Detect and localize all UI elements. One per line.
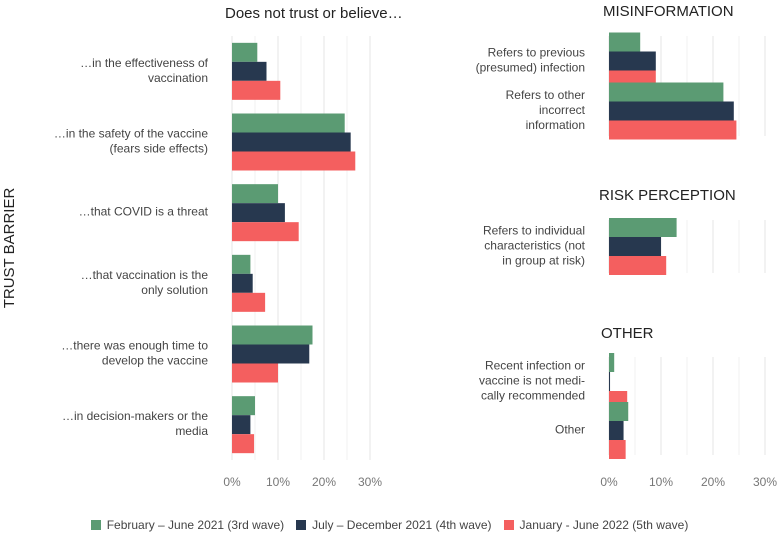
bar-1 [232,113,345,133]
bar-2 [609,421,624,440]
bar-2 [609,51,656,71]
tick-label: 30% [753,475,777,489]
panel-3: RISK PERCEPTION Refers to individual chara… [483,187,766,275]
bar-2 [232,61,267,81]
legend: February – June 2021 (3rd wave) July – De… [0,518,779,532]
bar-1 [609,218,677,237]
legend-item: February – June 2021 (3rd wave) [90,518,285,532]
bar-2 [232,273,253,293]
panel-2: MISINFORMATION Refers to previous (presume… [476,3,766,140]
bar-1 [609,353,615,372]
panel-1: Does not trust or believe… …in the effect… [54,5,403,489]
legend-swatch [296,520,307,530]
tick-label: 10% [266,475,290,489]
bar-1 [232,325,313,345]
category-label: …that vaccination is the only solution [81,268,209,297]
bar-3 [232,222,299,242]
bar-2 [609,237,661,256]
category-label: …in decision-makers or the media [62,409,208,438]
tick-label: 20% [312,475,336,489]
bar-2 [232,344,310,364]
legend-item: January - June 2022 (5th wave) [503,518,689,532]
bar-3 [609,120,737,140]
y-axis-label: TRUST BARRIER [1,188,18,309]
legend-swatch [90,520,101,530]
panel-title: OTHER [601,325,654,342]
category-label: Other [555,423,585,437]
bar-2 [232,203,285,223]
bar-2 [232,415,251,435]
category-label: …that COVID is a threat [79,205,209,219]
panel-title: MISINFORMATION [603,3,734,20]
bar-3 [232,151,356,171]
bar-2 [232,132,351,152]
bar-3 [232,434,255,454]
tick-label: 0% [223,475,241,489]
bar-3 [609,256,667,275]
bar-2 [609,372,611,391]
bar-1 [232,184,278,204]
bar-3 [232,80,281,100]
bar-1 [609,82,724,102]
legend-label: January - June 2022 (5th wave) [519,518,689,532]
bar-1 [232,254,251,274]
bar-1 [232,42,258,62]
bar-1 [609,402,629,421]
bar-1 [232,396,255,416]
bar-3 [232,292,266,312]
category-label: Refers to other incorrect information [506,88,586,132]
bar-3 [232,363,278,383]
legend-swatch [503,520,514,530]
legend-label: July – December 2021 (4th wave) [312,518,492,532]
tick-label: 10% [649,475,673,489]
category-label: …in the effectiveness of vaccination [80,56,209,85]
bar-1 [609,32,641,52]
category-label: Refers to individual characteristics (not… [483,224,586,268]
tick-label: 30% [358,475,382,489]
legend-label: February – June 2021 (3rd wave) [106,518,285,532]
legend-item: July – December 2021 (4th wave) [296,518,492,532]
category-label: Recent infection or vaccine is not medi-c… [479,359,585,403]
tick-label: 20% [701,475,725,489]
tick-label: 0% [600,475,618,489]
bar-3 [609,440,626,459]
panel-title: Does not trust or believe… [225,5,403,22]
category-label: …there was enough time to develop the vac… [61,339,208,368]
panel-4: OTHER Recent infection or vaccine is not m… [479,325,777,489]
bar-2 [609,101,734,121]
category-label: …in the safety of the vaccine (fears side… [54,127,208,156]
panel-title: RISK PERCEPTION [599,187,736,204]
category-label: Refers to previous (presumed) infection [476,46,585,75]
